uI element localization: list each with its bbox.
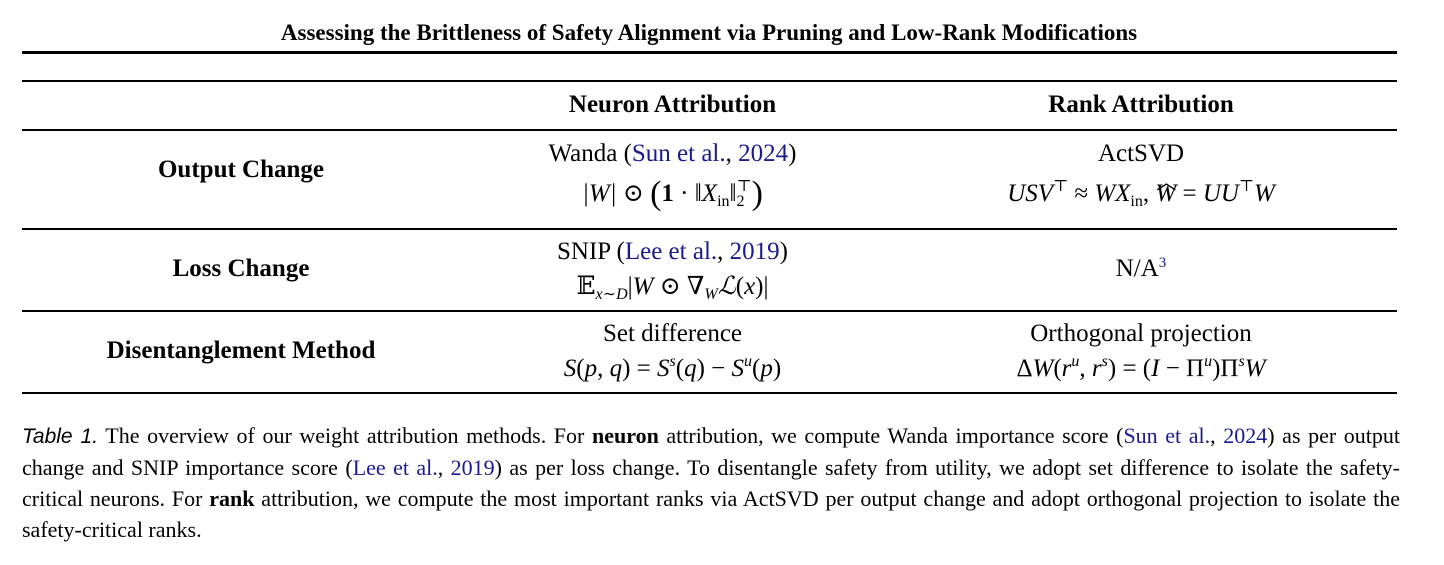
snip-formula: 𝔼x∼D|W ⊙ ∇Wℒ(x)| bbox=[576, 273, 769, 303]
column-header-neuron: Neuron Attribution bbox=[568, 91, 777, 118]
row-rule-2 bbox=[22, 310, 1397, 312]
wanda-formula: |W| ⊙ (1 · ‖Xin‖2⊤) bbox=[582, 175, 763, 212]
citation-link[interactable]: Sun et al. bbox=[1123, 423, 1211, 448]
set-difference-formula: S(p, q) = Ss(q) − Su(p) bbox=[563, 353, 782, 383]
actsvd-formula: USV⊤ ≈ WXin, W ︿ = UU⊤W bbox=[1007, 172, 1275, 210]
row-rule-1 bbox=[22, 228, 1397, 230]
citation-year-link[interactable]: 2024 bbox=[738, 140, 789, 167]
citation-year-link[interactable]: 2019 bbox=[450, 455, 495, 480]
row-label-disentanglement: Disentanglement Method bbox=[106, 337, 376, 364]
citation-year-link[interactable]: 2019 bbox=[729, 238, 780, 265]
caption-text: attribution, we compute Wanda importance… bbox=[658, 423, 1124, 448]
snip-name: SNIP bbox=[557, 238, 611, 265]
caption-bold: rank bbox=[209, 486, 255, 511]
caption-bold: neuron bbox=[591, 423, 659, 448]
caption-text: attribution, we compute the most importa… bbox=[22, 486, 1400, 542]
set-difference-name: Set difference bbox=[602, 320, 743, 347]
table-top-rule bbox=[22, 80, 1397, 82]
caption-label: Table 1. bbox=[22, 425, 99, 448]
header-rule bbox=[22, 51, 1397, 54]
table-mid-rule bbox=[22, 129, 1397, 131]
row-label-output-change: Output Change bbox=[157, 156, 324, 183]
rank-na: N/A bbox=[1115, 255, 1159, 282]
citation-link[interactable]: Lee et al. bbox=[624, 238, 718, 265]
orthogonal-projection-formula: ΔW(ru, rs) = (I − Πu)ΠsW bbox=[1016, 353, 1266, 383]
snip-cell: SNIP (Lee et al., 2019) bbox=[557, 238, 788, 265]
actsvd-name: ActSVD bbox=[1097, 140, 1185, 167]
caption-text: The overview of our weight attribution m… bbox=[105, 423, 592, 448]
rank-na-cell: N/A3 bbox=[885, 252, 1397, 286]
caption-text: ) as per output change and SNIP importan… bbox=[22, 423, 1401, 480]
caption-text: ) as per loss change. To disentangle saf… bbox=[22, 455, 1401, 511]
footnote-marker[interactable]: 3 bbox=[1158, 255, 1167, 271]
orthogonal-projection-name: Orthogonal projection bbox=[1030, 320, 1252, 347]
wanda-cell: Wanda (Sun et al., 2024) bbox=[548, 140, 797, 167]
table-bottom-rule bbox=[22, 392, 1397, 394]
citation-link[interactable]: Lee et al. bbox=[352, 455, 438, 480]
column-header-rank: Rank Attribution bbox=[1048, 91, 1234, 118]
row-label-loss-change: Loss Change bbox=[172, 255, 310, 282]
table-caption: Table 1. The overview of our weight attr… bbox=[22, 423, 1401, 542]
wanda-name: Wanda bbox=[548, 140, 618, 167]
running-head: Assessing the Brittleness of Safety Alig… bbox=[280, 20, 1138, 45]
citation-link[interactable]: Sun et al. bbox=[631, 140, 726, 167]
citation-year-link[interactable]: 2024 bbox=[1223, 423, 1268, 448]
